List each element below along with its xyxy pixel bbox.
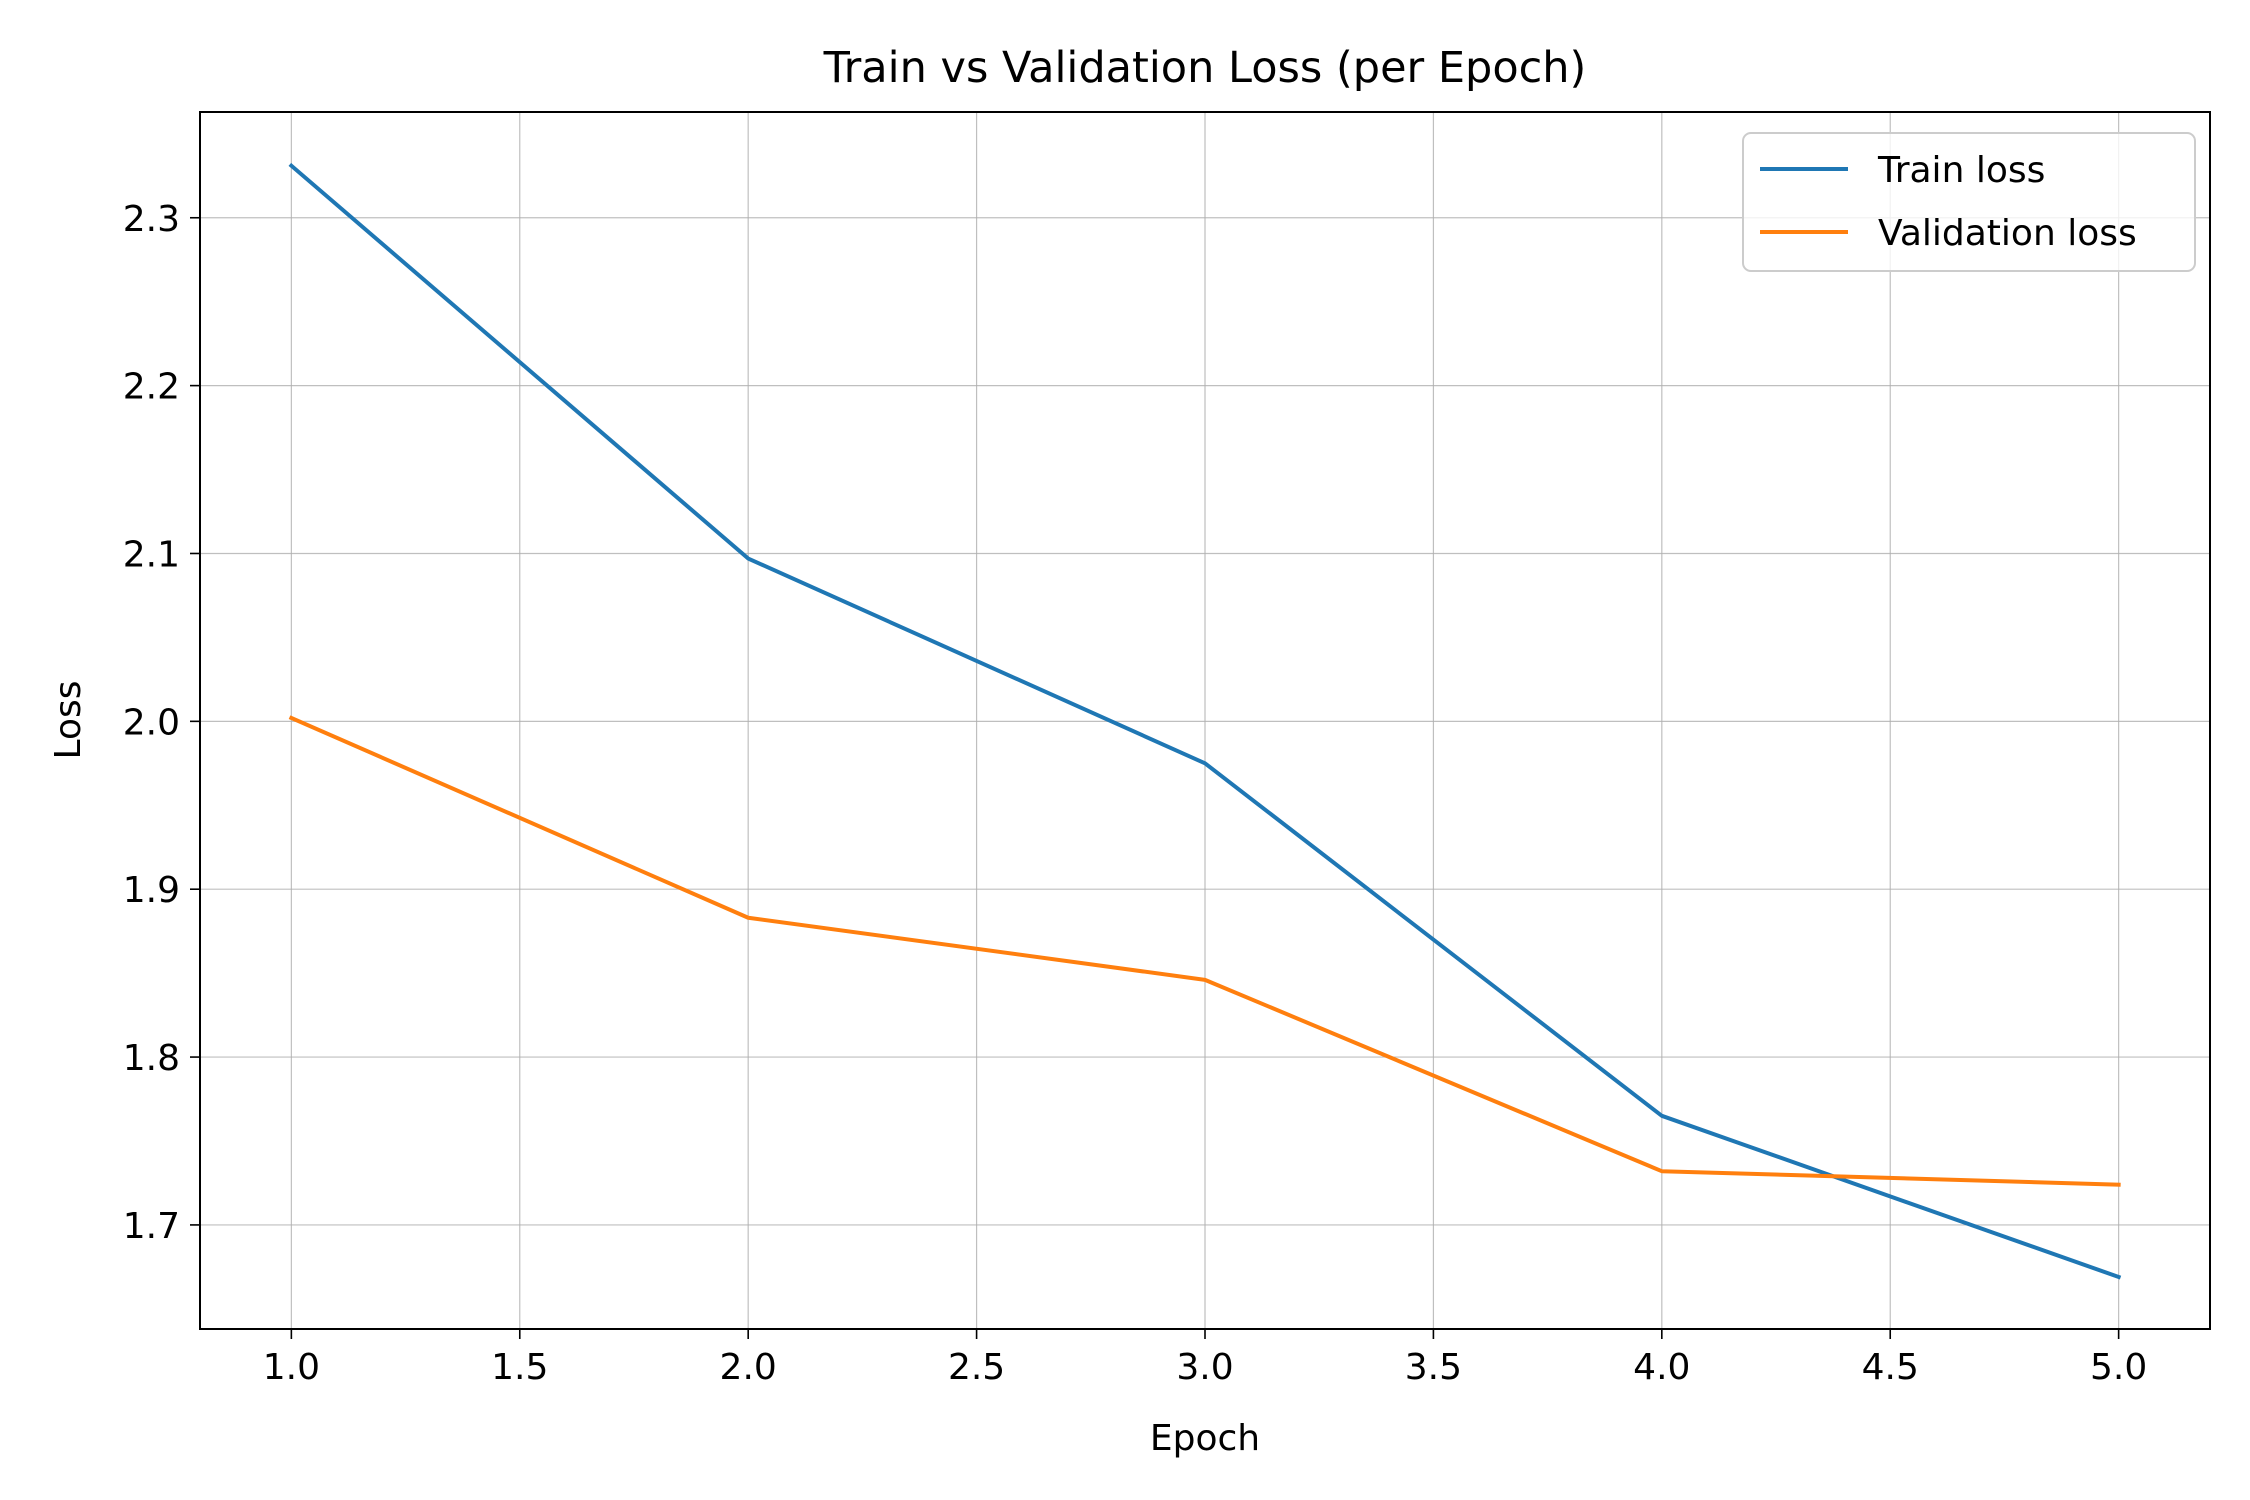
x-tick-label: 2.0 [720,1347,777,1388]
x-tick-label: 4.0 [1633,1347,1690,1388]
legend: Train loss Validation loss [1742,132,2196,272]
x-axis-label: Epoch [1150,1418,1260,1459]
y-tick-label: 2.2 [123,367,180,408]
y-axis-label: Loss [48,681,89,760]
x-tick-label: 4.5 [1862,1347,1919,1388]
y-tick-label: 1.9 [123,870,180,911]
grid [200,112,2210,1329]
chart-title: Train vs Validation Loss (per Epoch) [823,43,1587,93]
series-line-validation-loss [288,715,2121,1187]
x-tick-label: 5.0 [2090,1347,2147,1388]
x-tick-label: 1.5 [491,1347,548,1388]
legend-box [1742,132,2196,272]
legend-label-train: Train loss [1877,150,2045,191]
x-tick-label: 2.5 [948,1347,1005,1388]
x-tick-label: 3.5 [1405,1347,1462,1388]
y-tick-label: 1.7 [123,1206,180,1247]
legend-label-validation: Validation loss [1878,213,2137,254]
series-lines [288,162,2122,1280]
y-tick-label: 2.3 [123,199,180,240]
x-tick-label: 1.0 [263,1347,320,1388]
x-axis-ticks: 1.0 1.5 2.0 2.5 3.0 3.5 4.0 4.5 5.0 [263,1329,2147,1388]
y-tick-label: 2.1 [123,534,180,575]
y-tick-label: 2.0 [123,702,180,743]
series-line-train-loss [288,162,2122,1280]
x-tick-label: 3.0 [1176,1347,1233,1388]
y-tick-label: 1.8 [123,1038,180,1079]
y-axis-ticks: 1.7 1.8 1.9 2.0 2.1 2.2 2.3 [123,199,200,1247]
